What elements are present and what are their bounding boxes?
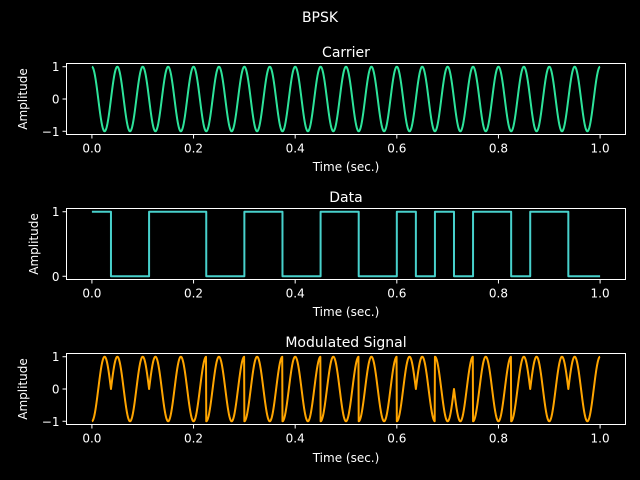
data-series-line bbox=[92, 212, 600, 277]
modulated-xtick-label: 0.4 bbox=[286, 432, 305, 446]
carrier-xlabel: Time (sec.) bbox=[312, 160, 380, 174]
data-xtick-label: 0.0 bbox=[82, 287, 101, 301]
modulated-xtick-label: 0.2 bbox=[184, 432, 203, 446]
data-ticks: 0.0 0.2 0.4 0.6 0.8 1.0 0 1 bbox=[52, 205, 610, 300]
carrier-series-line bbox=[92, 67, 600, 132]
carrier-xtick-label: 0.4 bbox=[286, 142, 305, 156]
modulated-xtick-label: 1.0 bbox=[591, 432, 610, 446]
modulated-ytick-label: −1 bbox=[42, 415, 60, 429]
modulated-series-line bbox=[92, 357, 600, 422]
modulated-title: Modulated Signal bbox=[285, 335, 406, 351]
carrier-panel: Carrier Time (sec.) Amplitude 0.0 0.2 0.4 0… bbox=[16, 45, 626, 174]
data-ytick-label: 0 bbox=[52, 270, 60, 284]
carrier-plot-area bbox=[92, 67, 600, 132]
carrier-ytick-label: 1 bbox=[52, 60, 60, 74]
carrier-ticks: 0.0 0.2 0.4 0.6 0.8 1.0 −1 0 1 bbox=[42, 60, 610, 155]
carrier-ytick-label: −1 bbox=[42, 125, 60, 139]
modulated-ylabel: Amplitude bbox=[16, 358, 30, 420]
data-title: Data bbox=[329, 190, 362, 206]
modulated-panel: Modulated Signal Time (sec.) Amplitude 0… bbox=[16, 335, 626, 465]
data-ytick-label: 1 bbox=[52, 205, 60, 219]
carrier-xtick-label: 0.0 bbox=[82, 142, 101, 156]
carrier-xtick-label: 1.0 bbox=[591, 142, 610, 156]
modulated-xtick-label: 0.8 bbox=[489, 432, 508, 446]
data-xtick-label: 0.4 bbox=[286, 287, 305, 301]
data-xlabel: Time (sec.) bbox=[312, 305, 380, 319]
carrier-xtick-label: 0.6 bbox=[387, 142, 406, 156]
data-xtick-label: 0.2 bbox=[184, 287, 203, 301]
carrier-xtick-label: 0.8 bbox=[489, 142, 508, 156]
data-axes-frame bbox=[67, 209, 626, 280]
data-xtick-label: 1.0 bbox=[591, 287, 610, 301]
data-plot-area bbox=[92, 212, 600, 277]
data-panel: Data Time (sec.) Amplitude 0.0 0.2 0.4 0.6 0… bbox=[27, 190, 626, 319]
carrier-xtick-label: 0.2 bbox=[184, 142, 203, 156]
modulated-ytick-label: 1 bbox=[52, 350, 60, 364]
carrier-axes-frame bbox=[67, 64, 626, 135]
modulated-xtick-label: 0.6 bbox=[387, 432, 406, 446]
figure-title: BPSK bbox=[302, 10, 339, 26]
modulated-xtick-label: 0.0 bbox=[82, 432, 101, 446]
carrier-ylabel: Amplitude bbox=[16, 68, 30, 130]
modulated-xlabel: Time (sec.) bbox=[312, 451, 380, 465]
modulated-ytick-label: 0 bbox=[52, 383, 60, 397]
data-xtick-label: 0.8 bbox=[489, 287, 508, 301]
modulated-plot-area bbox=[92, 357, 600, 422]
data-xtick-label: 0.6 bbox=[387, 287, 406, 301]
data-ylabel: Amplitude bbox=[27, 213, 41, 275]
carrier-title: Carrier bbox=[322, 45, 370, 61]
carrier-ytick-label: 0 bbox=[52, 93, 60, 107]
modulated-axes-frame bbox=[67, 354, 626, 425]
